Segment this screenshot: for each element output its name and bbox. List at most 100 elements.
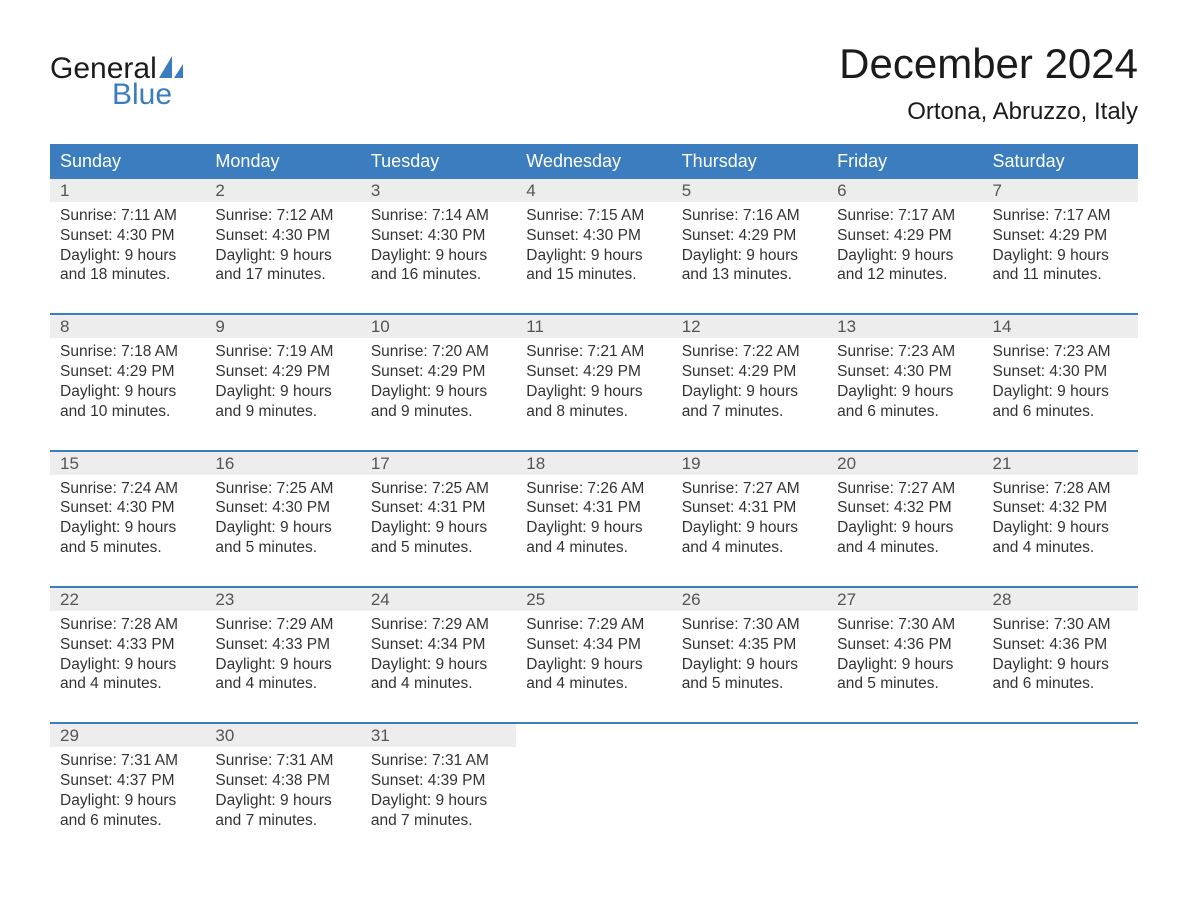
sunrise-text: Sunrise: 7:23 AM xyxy=(993,342,1128,362)
sunset-text: Sunset: 4:34 PM xyxy=(526,635,661,655)
sunrise-text: Sunrise: 7:17 AM xyxy=(993,206,1128,226)
daylight-text-2: and 9 minutes. xyxy=(371,402,506,422)
location-text: Ortona, Abruzzo, Italy xyxy=(839,98,1138,126)
dow-cell: Friday xyxy=(827,144,982,179)
day-number: 1 xyxy=(50,179,205,202)
daylight-text-1: Daylight: 9 hours xyxy=(60,246,195,266)
daylight-text-1: Daylight: 9 hours xyxy=(60,655,195,675)
day-cell: Sunrise: 7:27 AMSunset: 4:31 PMDaylight:… xyxy=(672,475,827,587)
sunset-text: Sunset: 4:29 PM xyxy=(682,362,817,382)
day-cell: Sunrise: 7:19 AMSunset: 4:29 PMDaylight:… xyxy=(205,338,360,450)
daylight-text-1: Daylight: 9 hours xyxy=(371,518,506,538)
sunrise-text: Sunrise: 7:29 AM xyxy=(215,615,350,635)
day-number: 13 xyxy=(827,315,982,338)
daylight-text-2: and 7 minutes. xyxy=(215,811,350,831)
sunset-text: Sunset: 4:30 PM xyxy=(837,362,972,382)
day-number: 5 xyxy=(672,179,827,202)
daylight-text-1: Daylight: 9 hours xyxy=(371,382,506,402)
sunrise-text: Sunrise: 7:27 AM xyxy=(682,479,817,499)
sunrise-text: Sunrise: 7:12 AM xyxy=(215,206,350,226)
sunset-text: Sunset: 4:30 PM xyxy=(60,498,195,518)
daylight-text-2: and 4 minutes. xyxy=(682,538,817,558)
daylight-text-1: Daylight: 9 hours xyxy=(682,246,817,266)
sunrise-text: Sunrise: 7:16 AM xyxy=(682,206,817,226)
day-number: 2 xyxy=(205,179,360,202)
daylight-text-2: and 4 minutes. xyxy=(993,538,1128,558)
day-cell: Sunrise: 7:29 AMSunset: 4:34 PMDaylight:… xyxy=(516,611,671,723)
day-number: 22 xyxy=(50,588,205,611)
daylight-text-2: and 10 minutes. xyxy=(60,402,195,422)
sunrise-text: Sunrise: 7:27 AM xyxy=(837,479,972,499)
sunset-text: Sunset: 4:29 PM xyxy=(60,362,195,382)
daylight-text-1: Daylight: 9 hours xyxy=(60,382,195,402)
day-cell: Sunrise: 7:29 AMSunset: 4:33 PMDaylight:… xyxy=(205,611,360,723)
daylight-text-1: Daylight: 9 hours xyxy=(215,791,350,811)
daynum-row: 293031 xyxy=(50,724,1138,747)
daylight-text-2: and 6 minutes. xyxy=(993,674,1128,694)
daylight-text-2: and 7 minutes. xyxy=(371,811,506,831)
brand-logo: General Blue xyxy=(50,40,187,112)
daylight-text-1: Daylight: 9 hours xyxy=(682,382,817,402)
day-number: 21 xyxy=(983,452,1138,475)
empty-cell xyxy=(672,747,827,858)
daylight-text-1: Daylight: 9 hours xyxy=(215,518,350,538)
day-cell: Sunrise: 7:25 AMSunset: 4:31 PMDaylight:… xyxy=(361,475,516,587)
daylight-text-1: Daylight: 9 hours xyxy=(993,382,1128,402)
dow-cell: Sunday xyxy=(50,144,205,179)
month-title: December 2024 xyxy=(839,40,1138,88)
daylight-text-2: and 11 minutes. xyxy=(993,265,1128,285)
day-cell: Sunrise: 7:30 AMSunset: 4:36 PMDaylight:… xyxy=(827,611,982,723)
day-cell: Sunrise: 7:15 AMSunset: 4:30 PMDaylight:… xyxy=(516,202,671,314)
sunrise-text: Sunrise: 7:14 AM xyxy=(371,206,506,226)
day-number: 10 xyxy=(361,315,516,338)
daylight-text-2: and 7 minutes. xyxy=(682,402,817,422)
empty-cell xyxy=(983,747,1138,858)
day-cell: Sunrise: 7:26 AMSunset: 4:31 PMDaylight:… xyxy=(516,475,671,587)
daybody-row: Sunrise: 7:31 AMSunset: 4:37 PMDaylight:… xyxy=(50,747,1138,858)
daylight-text-1: Daylight: 9 hours xyxy=(837,246,972,266)
sunrise-text: Sunrise: 7:24 AM xyxy=(60,479,195,499)
daylight-text-2: and 6 minutes. xyxy=(60,811,195,831)
day-number: 4 xyxy=(516,179,671,202)
sunset-text: Sunset: 4:29 PM xyxy=(215,362,350,382)
sunrise-text: Sunrise: 7:31 AM xyxy=(371,751,506,771)
sunset-text: Sunset: 4:30 PM xyxy=(60,226,195,246)
daylight-text-2: and 12 minutes. xyxy=(837,265,972,285)
sunrise-text: Sunrise: 7:22 AM xyxy=(682,342,817,362)
sunset-text: Sunset: 4:36 PM xyxy=(993,635,1128,655)
sunrise-text: Sunrise: 7:18 AM xyxy=(60,342,195,362)
daylight-text-2: and 5 minutes. xyxy=(60,538,195,558)
day-number: 29 xyxy=(50,724,205,747)
daylight-text-2: and 4 minutes. xyxy=(215,674,350,694)
sunset-text: Sunset: 4:38 PM xyxy=(215,771,350,791)
day-number: 9 xyxy=(205,315,360,338)
sunrise-text: Sunrise: 7:15 AM xyxy=(526,206,661,226)
daylight-text-1: Daylight: 9 hours xyxy=(837,518,972,538)
sunrise-text: Sunrise: 7:30 AM xyxy=(682,615,817,635)
sunset-text: Sunset: 4:33 PM xyxy=(215,635,350,655)
day-cell: Sunrise: 7:27 AMSunset: 4:32 PMDaylight:… xyxy=(827,475,982,587)
day-number: 24 xyxy=(361,588,516,611)
header: General Blue December 2024 Ortona, Abruz… xyxy=(50,40,1138,126)
daylight-text-1: Daylight: 9 hours xyxy=(371,246,506,266)
sunset-text: Sunset: 4:30 PM xyxy=(993,362,1128,382)
daynum-row: 15161718192021 xyxy=(50,452,1138,475)
daylight-text-1: Daylight: 9 hours xyxy=(993,655,1128,675)
daylight-text-2: and 4 minutes. xyxy=(526,674,661,694)
daylight-text-1: Daylight: 9 hours xyxy=(215,382,350,402)
sunrise-text: Sunrise: 7:26 AM xyxy=(526,479,661,499)
sunrise-text: Sunrise: 7:28 AM xyxy=(993,479,1128,499)
sunrise-text: Sunrise: 7:21 AM xyxy=(526,342,661,362)
sunrise-text: Sunrise: 7:19 AM xyxy=(215,342,350,362)
daylight-text-1: Daylight: 9 hours xyxy=(215,246,350,266)
sunrise-text: Sunrise: 7:20 AM xyxy=(371,342,506,362)
day-number: 17 xyxy=(361,452,516,475)
empty-cell xyxy=(827,747,982,858)
daylight-text-1: Daylight: 9 hours xyxy=(60,518,195,538)
day-cell: Sunrise: 7:28 AMSunset: 4:33 PMDaylight:… xyxy=(50,611,205,723)
day-cell: Sunrise: 7:30 AMSunset: 4:36 PMDaylight:… xyxy=(983,611,1138,723)
sunset-text: Sunset: 4:31 PM xyxy=(682,498,817,518)
sunrise-text: Sunrise: 7:23 AM xyxy=(837,342,972,362)
day-cell: Sunrise: 7:25 AMSunset: 4:30 PMDaylight:… xyxy=(205,475,360,587)
daylight-text-1: Daylight: 9 hours xyxy=(60,791,195,811)
